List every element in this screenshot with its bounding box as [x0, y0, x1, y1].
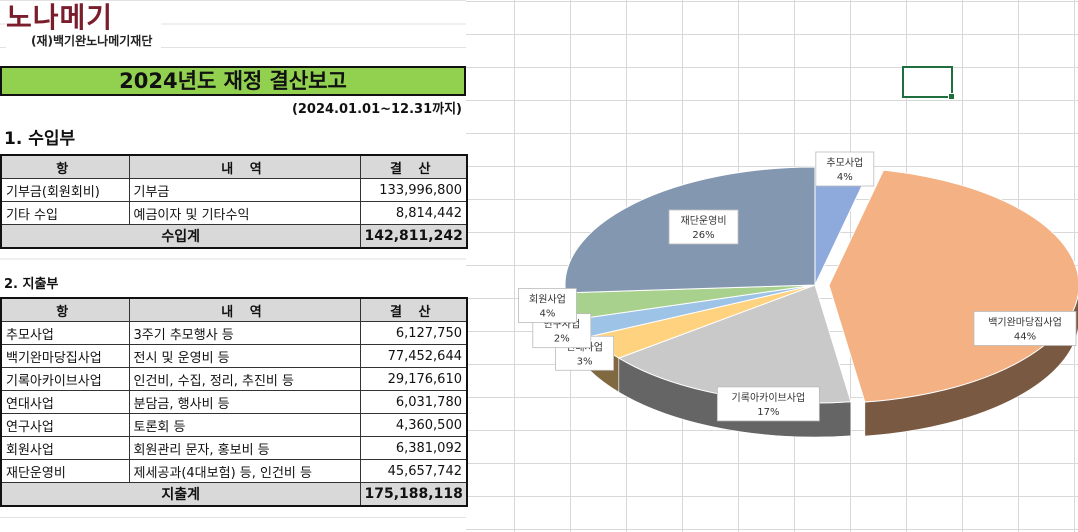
expense-pie-chart[interactable]: 추모사업4%백기완마당집사업44%기록아카이브사업17%연대사업3%연구사업2%… [500, 150, 1078, 532]
cell-item[interactable]: 추모사업 [0, 321, 130, 345]
cell-item[interactable]: 기록아카이브사업 [0, 367, 130, 391]
data-label-box [716, 386, 820, 422]
cell-amount[interactable]: 6,031,780 [359, 390, 468, 414]
cell-item[interactable]: 재단운영비 [0, 459, 130, 483]
cell-amount[interactable]: 6,127,750 [359, 321, 468, 345]
data-label-box [815, 151, 875, 187]
cell-amount[interactable]: 133,996,800 [359, 178, 468, 202]
data-label-percent: 44% [1014, 331, 1036, 342]
table-row: 백기완마당집사업 전시 및 운영비 등 77,452,644 [0, 344, 468, 368]
data-label-percent: 4% [540, 309, 556, 320]
cell-item[interactable]: 연대사업 [0, 390, 130, 414]
expense-table: 항 내 역 결 산 추모사업 3주기 추모행사 등 6,127,750 백기완마… [0, 297, 468, 507]
col-header-item[interactable]: 항 [0, 297, 130, 322]
cell-amount[interactable]: 4,360,500 [359, 413, 468, 437]
col-header-detail[interactable]: 내 역 [128, 297, 361, 322]
cell-item[interactable]: 연구사업 [0, 413, 130, 437]
data-label-name: 백기완마당집사업 [988, 315, 1062, 328]
table-row: 재단운영비 제세공과(4대보험) 등, 인건비 등 45,657,742 [0, 459, 468, 483]
report-period[interactable]: (2024.01.01~12.31까지) [0, 96, 466, 124]
cell-amount[interactable]: 29,176,610 [359, 367, 468, 391]
data-label-name: 회원사업 [529, 293, 566, 306]
cell-amount[interactable]: 45,657,742 [359, 459, 468, 483]
table-row: 연구사업 토론회 등 4,360,500 [0, 413, 468, 437]
spacer-row [0, 249, 466, 273]
col-header-item[interactable]: 항 [0, 154, 130, 179]
income-table: 항 내 역 결 산 기부금(회원회비) 기부금 133,996,800 기타 수… [0, 154, 468, 249]
col-header-detail[interactable]: 내 역 [128, 154, 361, 179]
expense-total-row: 지출계 175,188,118 [0, 482, 468, 507]
cell-amount[interactable]: 6,381,092 [359, 436, 468, 460]
income-heading[interactable]: 1. 수입부 [0, 124, 466, 154]
cell-item[interactable]: 기타 수입 [0, 201, 130, 225]
data-label-percent: 17% [757, 407, 779, 418]
table-row: 추모사업 3주기 추모행사 등 6,127,750 [0, 321, 468, 345]
expense-total-label[interactable]: 지출계 [0, 482, 361, 507]
data-label-box [668, 209, 739, 245]
cell-item[interactable]: 기부금(회원회비) [0, 178, 130, 202]
data-label-name: 추모사업 [826, 156, 863, 169]
data-label-box [518, 288, 577, 323]
table-row: 연대사업 분담금, 행사비 등 6,031,780 [0, 390, 468, 414]
table-row: 기록아카이브사업 인건비, 수집, 정리, 추진비 등 29,176,610 [0, 367, 468, 391]
report-title[interactable]: 2024년도 재정 결산보고 [0, 66, 466, 96]
income-total-label[interactable]: 수입계 [0, 224, 361, 249]
expense-total-value[interactable]: 175,188,118 [359, 482, 468, 507]
expense-heading[interactable]: 2. 지출부 [0, 273, 466, 297]
finance-report: 2024년도 재정 결산보고 (2024.01.01~12.31까지) 1. 수… [0, 66, 468, 507]
income-header-row: 항 내 역 결 산 [0, 154, 468, 179]
cell-item[interactable]: 회원사업 [0, 436, 130, 460]
cell-detail[interactable]: 제세공과(4대보험) 등, 인건비 등 [128, 459, 361, 483]
table-row: 기부금(회원회비) 기부금 133,996,800 [0, 178, 468, 202]
foundation-logo: 노나메기 (재)백기완노나메기재단 [6, 2, 161, 58]
income-total-row: 수입계 142,811,242 [0, 224, 468, 249]
data-label-box [973, 311, 1077, 346]
cell-amount[interactable]: 8,814,442 [359, 201, 468, 225]
data-label-percent: 4% [837, 172, 853, 183]
table-row: 회원사업 회원관리 문자, 홍보비 등 6,381,092 [0, 436, 468, 460]
income-total-value[interactable]: 142,811,242 [359, 224, 468, 249]
logo-mark: 노나메기 [6, 1, 114, 34]
table-row: 기타 수입 예금이자 및 기타수익 8,814,442 [0, 201, 468, 225]
cell-detail[interactable]: 기부금 [128, 178, 361, 202]
cell-detail[interactable]: 분담금, 행사비 등 [128, 390, 361, 414]
selected-cell[interactable] [902, 66, 955, 100]
fill-handle[interactable] [948, 93, 955, 100]
cell-amount[interactable]: 77,452,644 [359, 344, 468, 368]
cell-detail[interactable]: 전시 및 운영비 등 [128, 344, 361, 368]
cell-detail[interactable]: 회원관리 문자, 홍보비 등 [128, 436, 361, 460]
cell-detail[interactable]: 예금이자 및 기타수익 [128, 201, 361, 225]
data-label-percent: 3% [577, 356, 593, 367]
expense-header-row: 항 내 역 결 산 [0, 297, 468, 322]
data-label-percent: 2% [554, 334, 570, 345]
cell-item[interactable]: 백기완마당집사업 [0, 344, 130, 368]
data-label-name: 기록아카이브사업 [732, 391, 806, 404]
col-header-amount[interactable]: 결 산 [359, 154, 468, 179]
cell-detail[interactable]: 3주기 추모행사 등 [128, 321, 361, 345]
data-label-percent: 26% [692, 230, 714, 241]
col-header-amount[interactable]: 결 산 [359, 297, 468, 322]
data-label-name: 재단운영비 [681, 215, 727, 227]
cell-detail[interactable]: 인건비, 수집, 정리, 추진비 등 [128, 367, 361, 391]
cell-detail[interactable]: 토론회 등 [128, 413, 361, 437]
logo-subtitle: (재)백기완노나메기재단 [31, 34, 153, 48]
